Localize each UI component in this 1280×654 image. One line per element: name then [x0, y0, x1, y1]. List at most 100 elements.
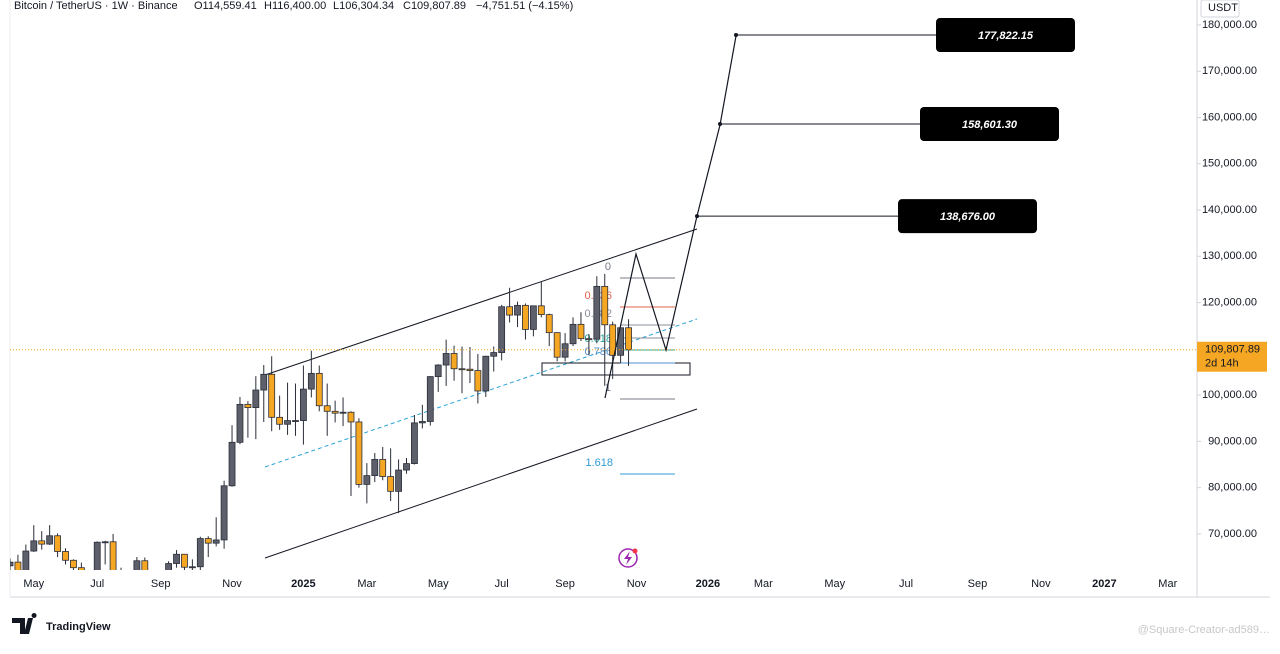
candle-body: [529, 305, 537, 330]
y-axis: 70,000.0080,000.0090,000.00100,000.00110…: [1197, 19, 1257, 540]
event-icon[interactable]: [618, 548, 638, 568]
x-tick-label: Nov: [222, 578, 242, 590]
target-box: 177,822.15: [936, 18, 1075, 53]
candle-body: [54, 535, 61, 552]
candle-body: [522, 304, 529, 330]
candle-body: [403, 463, 410, 471]
y-tick-label: 100,000.00: [1202, 389, 1257, 401]
candle-body: [561, 343, 569, 358]
x-tick-label: Jul: [899, 578, 913, 590]
candle-body: [418, 421, 426, 424]
candle-body: [307, 372, 315, 390]
target-label: 158,601.30: [962, 119, 1018, 131]
fib-label: 1.618: [585, 457, 613, 469]
event-dot: [632, 548, 638, 554]
x-tick-label: Sep: [151, 578, 171, 590]
y-tick-label: 170,000.00: [1202, 65, 1257, 77]
candles: [10, 273, 632, 570]
candle-body: [426, 376, 434, 422]
x-tick-label: 2025: [291, 578, 315, 590]
candle-body: [371, 459, 379, 477]
candle-body: [188, 566, 196, 569]
candle-body: [617, 327, 625, 356]
price-box: [1197, 341, 1267, 372]
x-tick-label: Jul: [90, 578, 104, 590]
candle-body: [93, 541, 101, 570]
candle-body: [165, 563, 173, 570]
candle-body: [292, 420, 299, 422]
target-dot: [718, 121, 722, 126]
candle-body: [181, 553, 188, 568]
candle-body: [10, 561, 14, 567]
y-tick-label: 130,000.00: [1202, 250, 1257, 262]
x-tick-label: Nov: [627, 578, 647, 590]
candle-body: [537, 305, 545, 316]
candle-body: [482, 355, 490, 392]
candle-body: [38, 540, 46, 545]
x-tick-label: 2026: [696, 578, 720, 590]
candle-body: [553, 332, 561, 358]
y-tick-label: 160,000.00: [1202, 111, 1257, 123]
candle-body: [46, 535, 54, 545]
candle-body: [434, 364, 442, 378]
target-label: 138,676.00: [940, 211, 996, 223]
candle-body: [490, 352, 498, 357]
candle-body: [363, 475, 371, 485]
candle-body: [347, 411, 355, 423]
currency: USDT: [1208, 2, 1238, 14]
candle-body: [77, 567, 85, 570]
candle-body: [625, 327, 632, 351]
price-label: 109,807.89: [1205, 344, 1260, 356]
candle-body: [204, 538, 212, 544]
candle-body: [276, 416, 284, 425]
candle-body: [70, 559, 77, 569]
x-tick-label: Sep: [555, 578, 575, 590]
y-tick-label: 120,000.00: [1202, 296, 1257, 308]
candle-body: [315, 372, 323, 407]
candle-body: [395, 469, 402, 492]
candle-body: [228, 441, 236, 487]
candle-body: [244, 403, 252, 409]
x-tick-label: Mar: [357, 578, 376, 590]
candle-body: [506, 306, 513, 316]
candle-body: [236, 403, 244, 443]
candle-body: [466, 368, 474, 371]
y-tick-label: 140,000.00: [1202, 204, 1257, 216]
candle-body: [339, 411, 347, 414]
candle-body: [577, 323, 585, 340]
candle-body: [284, 420, 291, 425]
candle-body: [260, 373, 268, 391]
target-bg: [898, 199, 1037, 234]
header-low: L106,304.34: [333, 0, 394, 12]
currency-box[interactable]: [1200, 0, 1240, 18]
target-dot: [734, 33, 738, 38]
candle-body: [514, 304, 521, 316]
brand-logo[interactable]: TradingView: [12, 613, 111, 634]
channel-upper: [264, 228, 698, 376]
x-tick-label: Mar: [754, 578, 773, 590]
header-high: H116,400.00: [264, 0, 326, 12]
candle-body: [601, 285, 609, 326]
candle-body: [101, 541, 109, 544]
candle-body: [331, 410, 339, 414]
projection-path: [604, 35, 737, 399]
x-axis: May Jul Sep Nov 2025 Mar May Jul Sep Nov 2026 Mar Ma…: [23, 578, 1177, 590]
candle-body: [252, 389, 260, 409]
target-label: 177,822.15: [978, 30, 1034, 42]
fib-label: 1: [605, 382, 611, 394]
candle-body: [133, 560, 141, 570]
header-close: C109,807.89: [403, 0, 466, 12]
header-change: −4,751.51 (−4.15%): [476, 0, 573, 12]
x-tick-label: 2027: [1092, 578, 1116, 590]
candle-body: [498, 306, 506, 353]
candle-body: [196, 538, 204, 568]
candle-body: [569, 323, 577, 345]
candle-body: [109, 541, 117, 570]
y-tick-label: 90,000.00: [1208, 435, 1257, 447]
channel-lower: [264, 408, 698, 559]
candle-body: [411, 422, 418, 464]
candle-body: [545, 314, 553, 334]
